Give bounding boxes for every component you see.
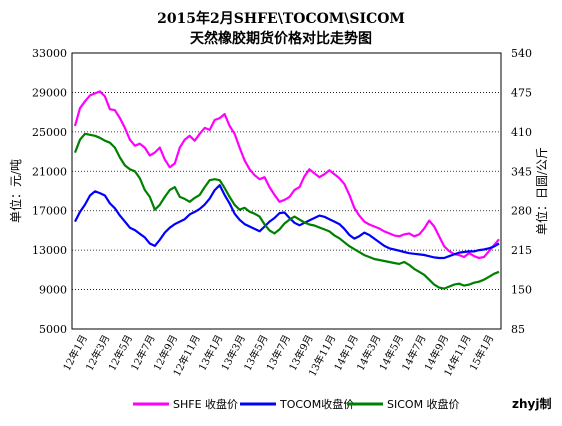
left-tick-label: 9000 [39, 284, 67, 297]
credit-text: zhyj制 [512, 396, 551, 411]
series-line-1 [73, 90, 500, 260]
legend: SHFE 收盘价 TOCOM收盘价 SICOM 收盘价 [133, 397, 460, 411]
right-axis-label: 单位：日圆/公斤 [534, 147, 549, 235]
right-tick-label: 540 [511, 47, 532, 60]
legend-label: SICOM 收盘价 [387, 397, 460, 411]
series-line-2 [74, 184, 500, 260]
left-tick-label: 13000 [32, 244, 67, 257]
chart-subtitle: 天然橡胶期货价格对比走势图 [190, 30, 372, 47]
right-tick-label: 475 [511, 86, 532, 99]
legend-label: TOCOM收盘价 [279, 397, 354, 411]
right-tick-label: 280 [511, 205, 532, 218]
left-axis: 5000 9000 13000 17000 21000 25000 29000 33000 [32, 47, 67, 336]
left-tick-label: 33000 [32, 47, 67, 60]
series-lines [73, 90, 500, 290]
left-axis-label: 单位：元/吨 [8, 159, 23, 223]
right-tick-label: 410 [511, 126, 532, 139]
right-tick-label: 215 [511, 244, 532, 257]
right-axis: 85 150 215 280 345 410 475 540 [511, 47, 532, 336]
x-axis: 12年1月12年3月12年5月12年7月12年9月12年11月13年1月13年3… [60, 332, 496, 378]
right-tick-label: 345 [511, 165, 532, 178]
grid [72, 92, 501, 290]
left-tick-label: 21000 [32, 165, 67, 178]
left-tick-label: 25000 [32, 126, 67, 139]
series-line-3 [73, 132, 500, 290]
left-tick-label: 17000 [32, 205, 67, 218]
right-tick-label: 150 [511, 284, 532, 297]
legend-label: SHFE 收盘价 [173, 397, 238, 411]
left-tick-label: 5000 [39, 323, 67, 336]
chart-title: 2015年2月SHFE\TOCOM\SICOM [157, 10, 405, 27]
left-tick-label: 29000 [32, 86, 67, 99]
right-tick-label: 85 [511, 323, 525, 336]
plot-area [71, 52, 502, 330]
